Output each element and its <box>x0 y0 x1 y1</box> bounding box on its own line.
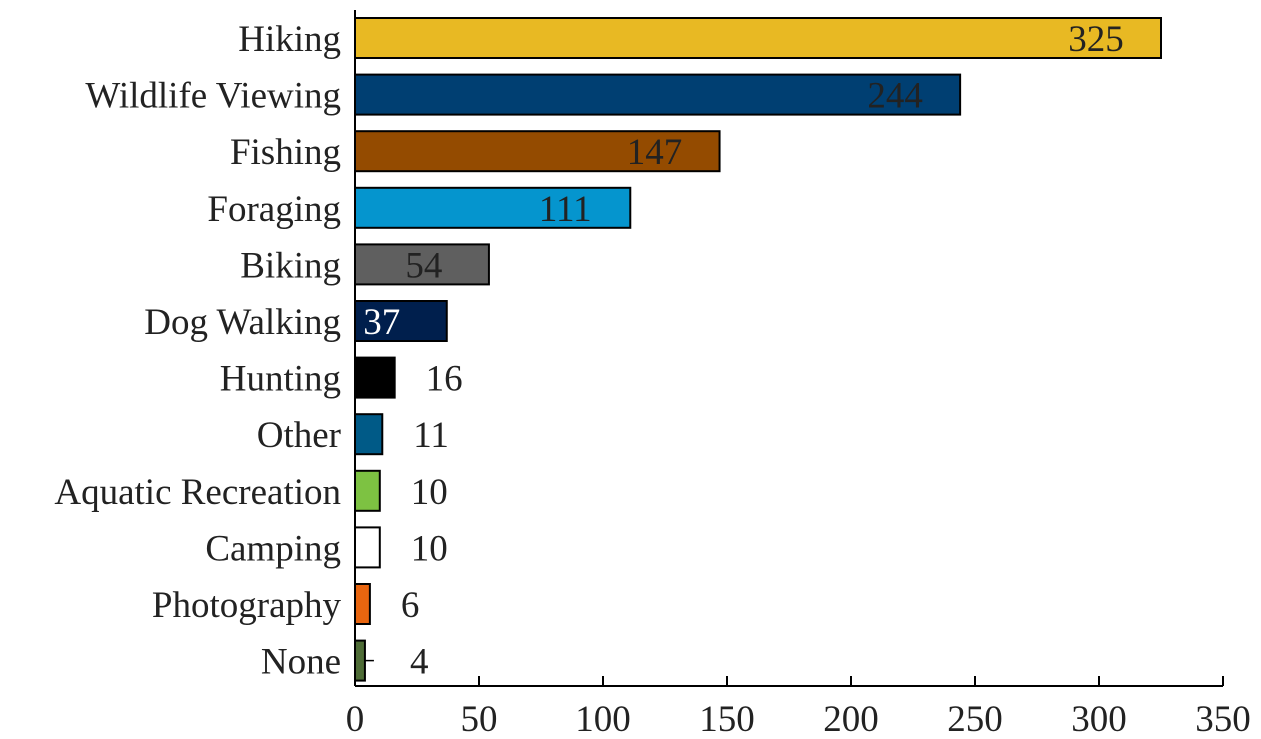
value-label-biking: 54 <box>405 245 442 286</box>
category-label-other: Other <box>257 415 341 456</box>
bar-foraging <box>354 186 632 229</box>
bar-photography <box>354 583 371 625</box>
value-label-hunting: 16 <box>426 359 463 400</box>
value-label-foraging: 111 <box>539 189 592 230</box>
bar-dog-walking <box>354 300 448 342</box>
category-label-none: None <box>261 642 341 683</box>
category-label-biking: Biking <box>240 245 341 286</box>
bar-camping <box>354 526 381 569</box>
x-tick-label-150: 150 <box>699 699 755 739</box>
bar-hiking <box>354 17 1162 59</box>
category-label-hunting: Hunting <box>220 359 341 400</box>
bar-aquatic-recreation <box>354 469 381 512</box>
bar-hunting <box>354 356 396 399</box>
x-tick-label-350: 350 <box>1195 699 1251 739</box>
bar-none <box>354 639 366 682</box>
category-label-wildlife-viewing: Wildlife Viewing <box>85 76 341 117</box>
category-label-foraging: Foraging <box>207 189 341 230</box>
bars-layer <box>354 17 1162 682</box>
category-label-dog-walking: Dog Walking <box>144 302 341 343</box>
x-tick-label-250: 250 <box>947 699 1003 739</box>
category-label-hiking: Hiking <box>238 19 341 60</box>
x-tick-label-50: 50 <box>461 699 498 739</box>
value-label-camping: 10 <box>411 528 448 569</box>
category-label-camping: Camping <box>205 528 341 569</box>
category-label-aquatic-recreation: Aquatic Recreation <box>54 472 341 513</box>
category-label-fishing: Fishing <box>230 132 341 173</box>
axes-layer: 0 50 100 150 200 250 300 350 <box>346 10 1251 739</box>
value-label-other: 11 <box>413 415 449 456</box>
x-tick-label-100: 100 <box>575 699 631 739</box>
category-label-photography: Photography <box>152 585 342 626</box>
value-label-wildlife-viewing: 244 <box>867 76 923 117</box>
value-label-photography: 6 <box>401 585 420 626</box>
x-tick-label-0: 0 <box>346 699 365 739</box>
bar-biking <box>354 243 490 286</box>
value-label-hiking: 325 <box>1068 19 1124 60</box>
value-label-aquatic-recreation: 10 <box>411 472 448 513</box>
bar-fishing <box>354 130 721 173</box>
value-label-none: 4 <box>410 642 429 683</box>
bar-other <box>354 413 384 456</box>
value-label-fishing: 147 <box>627 132 683 173</box>
x-tick-label-200: 200 <box>823 699 879 739</box>
category-labels-layer: Hiking 325 Wildlife Viewing 244 Fishing 147 Fo… <box>54 19 1123 683</box>
x-tick-label-300: 300 <box>1071 699 1127 739</box>
value-label-dog-walking: 37 <box>363 302 400 343</box>
